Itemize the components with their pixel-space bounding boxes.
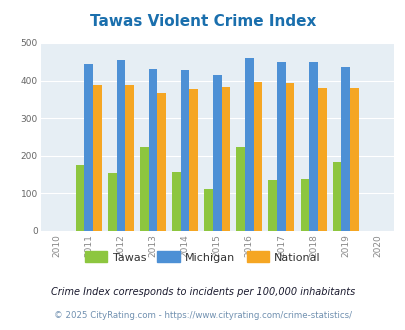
Bar bbox=[349, 88, 358, 231]
Bar bbox=[221, 87, 230, 231]
Bar bbox=[76, 165, 84, 231]
Bar bbox=[93, 85, 102, 231]
Bar bbox=[341, 67, 349, 231]
Bar bbox=[108, 174, 116, 231]
Bar bbox=[172, 172, 180, 231]
Bar bbox=[253, 82, 262, 231]
Bar bbox=[212, 75, 221, 231]
Bar bbox=[125, 85, 134, 231]
Bar bbox=[332, 162, 341, 231]
Text: Tawas Violent Crime Index: Tawas Violent Crime Index bbox=[90, 14, 315, 29]
Bar bbox=[189, 89, 198, 231]
Bar bbox=[148, 69, 157, 231]
Bar bbox=[84, 64, 93, 231]
Bar bbox=[140, 148, 148, 231]
Bar bbox=[268, 180, 277, 231]
Text: © 2025 CityRating.com - https://www.cityrating.com/crime-statistics/: © 2025 CityRating.com - https://www.city… bbox=[54, 311, 351, 320]
Bar bbox=[309, 62, 317, 231]
Bar bbox=[236, 148, 244, 231]
Bar bbox=[244, 57, 253, 231]
Legend: Tawas, Michigan, National: Tawas, Michigan, National bbox=[85, 251, 320, 263]
Bar bbox=[116, 60, 125, 231]
Bar bbox=[285, 83, 294, 231]
Bar bbox=[277, 62, 285, 231]
Bar bbox=[180, 70, 189, 231]
Bar bbox=[317, 88, 326, 231]
Bar bbox=[300, 179, 309, 231]
Text: Crime Index corresponds to incidents per 100,000 inhabitants: Crime Index corresponds to incidents per… bbox=[51, 287, 354, 297]
Bar bbox=[157, 93, 166, 231]
Bar bbox=[204, 189, 212, 231]
